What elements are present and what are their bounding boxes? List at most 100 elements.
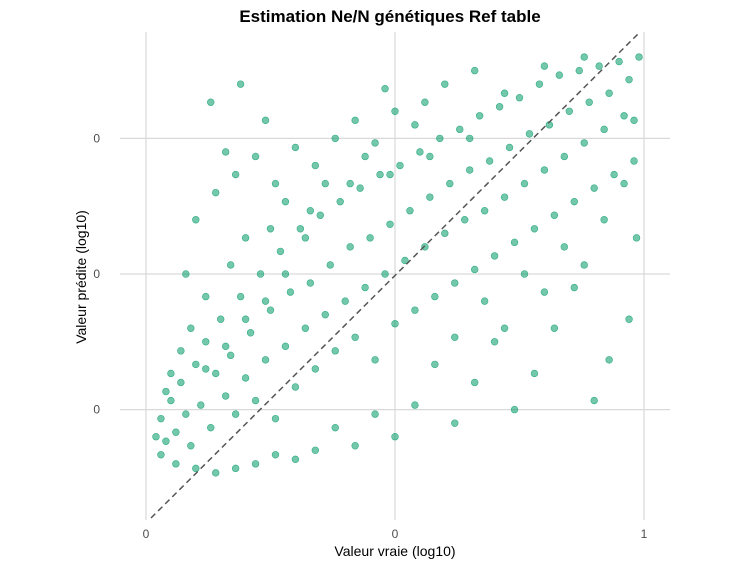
data-point-84 xyxy=(570,197,578,206)
data-point-89 xyxy=(595,62,603,70)
data-point-99 xyxy=(625,315,633,323)
data-point-11 xyxy=(207,423,215,432)
data-point-146 xyxy=(167,369,175,378)
data-point-135 xyxy=(391,107,399,115)
data-point-37 xyxy=(336,197,344,206)
data-point-132 xyxy=(331,134,339,143)
data-point-25 xyxy=(276,247,285,256)
x-axis-label: Valeur vraie (log10) xyxy=(334,543,455,559)
x-tick-labels: 0 0 1 xyxy=(143,527,648,541)
data-point-51 xyxy=(406,207,414,215)
data-point-18 xyxy=(241,374,250,382)
data-point-17 xyxy=(236,292,245,301)
data-point-34 xyxy=(321,310,329,319)
data-point-147 xyxy=(162,387,170,396)
data-point-117 xyxy=(271,451,280,459)
data-point-129 xyxy=(271,179,280,188)
data-point-159 xyxy=(470,66,479,75)
data-point-178 xyxy=(620,179,628,188)
data-point-134 xyxy=(371,139,379,147)
data-point-125 xyxy=(192,216,200,224)
data-point-94 xyxy=(620,112,628,120)
data-point-133 xyxy=(351,116,359,125)
data-point-168 xyxy=(221,342,230,351)
data-point-26 xyxy=(281,342,290,351)
data-point-142 xyxy=(241,234,250,242)
data-point-16 xyxy=(231,410,240,418)
data-point-138 xyxy=(236,80,245,88)
data-point-6 xyxy=(182,410,190,418)
data-point-127 xyxy=(231,170,240,179)
data-point-74 xyxy=(520,179,529,188)
data-point-43 xyxy=(366,234,374,242)
data-point-92 xyxy=(610,170,618,179)
data-point-162 xyxy=(361,152,369,161)
data-point-0 xyxy=(152,433,160,441)
data-point-50 xyxy=(401,256,409,265)
data-point-46 xyxy=(381,270,389,278)
data-point-78 xyxy=(540,166,549,174)
data-point-149 xyxy=(266,225,275,233)
points xyxy=(152,53,643,477)
data-point-41 xyxy=(356,184,364,192)
data-point-35 xyxy=(326,261,334,269)
data-point-120 xyxy=(212,469,220,477)
data-point-81 xyxy=(555,71,564,79)
data-point-167 xyxy=(241,315,250,323)
data-point-163 xyxy=(321,179,329,188)
data-point-45 xyxy=(376,170,384,179)
y-axis-label: Valeur prédite (log10) xyxy=(73,210,89,344)
data-point-49 xyxy=(396,161,404,170)
x-tick-label-0: 0 xyxy=(143,527,150,541)
data-point-44 xyxy=(371,356,379,364)
data-point-80 xyxy=(550,211,559,219)
y-tick-labels: 0 0 0 xyxy=(93,131,100,416)
data-point-23 xyxy=(266,306,275,314)
data-point-10 xyxy=(202,338,210,346)
data-point-176 xyxy=(580,261,588,269)
data-point-39 xyxy=(346,243,354,251)
data-point-40 xyxy=(351,333,359,341)
data-point-164 xyxy=(301,234,310,242)
data-point-153 xyxy=(426,152,434,161)
data-point-171 xyxy=(480,297,489,305)
data-point-97 xyxy=(635,53,643,61)
data-point-8 xyxy=(192,360,200,369)
data-point-113 xyxy=(351,442,359,450)
data-point-82 xyxy=(560,152,569,161)
data-point-148 xyxy=(226,261,235,269)
data-point-110 xyxy=(411,401,419,409)
data-point-3 xyxy=(167,396,175,405)
data-point-151 xyxy=(346,179,354,188)
x-tick-label-1: 0 xyxy=(392,527,399,541)
data-point-93 xyxy=(615,57,623,66)
data-point-48 xyxy=(391,320,399,328)
data-point-136 xyxy=(411,121,419,129)
data-point-27 xyxy=(286,288,295,296)
data-point-160 xyxy=(421,98,429,106)
data-point-144 xyxy=(187,324,195,332)
data-point-173 xyxy=(520,270,529,278)
data-point-87 xyxy=(585,98,593,106)
data-point-157 xyxy=(580,53,588,61)
data-point-170 xyxy=(451,333,459,341)
data-point-169 xyxy=(202,365,210,373)
data-point-123 xyxy=(157,451,165,459)
data-point-70 xyxy=(500,193,509,201)
data-point-154 xyxy=(466,134,474,143)
data-point-47 xyxy=(386,220,394,228)
data-point-96 xyxy=(630,157,638,165)
data-point-62 xyxy=(461,216,469,224)
data-point-65 xyxy=(475,112,484,120)
data-point-2 xyxy=(162,437,170,445)
data-point-137 xyxy=(207,98,215,106)
data-point-145 xyxy=(177,347,185,355)
data-point-115 xyxy=(311,446,320,454)
data-point-55 xyxy=(426,193,434,201)
data-point-179 xyxy=(630,116,638,125)
data-point-85 xyxy=(575,66,583,75)
data-point-52 xyxy=(411,306,419,314)
x-tick-label-2: 1 xyxy=(641,527,648,541)
data-point-33 xyxy=(316,211,324,219)
